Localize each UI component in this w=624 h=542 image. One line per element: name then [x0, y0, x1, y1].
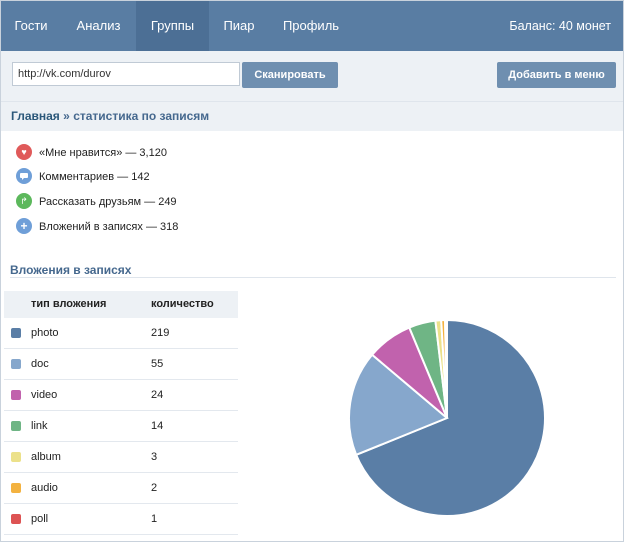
tab-profile[interactable]: Профиль	[282, 18, 340, 33]
cell-type: audio	[31, 482, 58, 494]
legend-swatch	[11, 421, 21, 431]
cell-type: poll	[31, 513, 49, 525]
column-header-count: количество	[151, 298, 214, 310]
stat-shares: ↱ Рассказать друзьям — 249	[16, 193, 177, 211]
tab-guests[interactable]: Гости	[14, 18, 48, 33]
toolbar: Сканировать Добавить в меню	[1, 51, 623, 101]
breadcrumb: Главная » статистика по записям	[11, 109, 209, 123]
divider	[10, 277, 616, 278]
stat-attachments-text: Вложений в записях — 318	[39, 221, 179, 233]
top-navigation: Гости Анализ Группы Пиар Профиль Баланс:…	[1, 1, 623, 51]
table-row: photo 219	[4, 318, 238, 349]
stat-comments-text: Комментариев — 142	[39, 171, 150, 183]
tab-pr[interactable]: Пиар	[223, 18, 255, 33]
stat-attachments: + Вложений в записях — 318	[16, 218, 178, 236]
legend-swatch	[11, 483, 21, 493]
add-to-menu-button[interactable]: Добавить в меню	[497, 62, 616, 88]
table-header: тип вложения количество	[4, 291, 238, 318]
cell-count: 14	[151, 420, 164, 432]
url-input[interactable]	[12, 62, 240, 86]
table-row: poll 1	[4, 504, 238, 535]
cell-type: photo	[31, 327, 59, 339]
pie-slice-doc	[348, 353, 449, 457]
cell-count: 1	[151, 513, 158, 525]
cell-type: doc	[31, 358, 49, 370]
attachments-pie-chart	[348, 318, 546, 517]
share-icon: ↱	[16, 193, 32, 210]
table-row: album 3	[4, 442, 238, 473]
table-row: audio 2	[4, 473, 238, 504]
legend-swatch	[11, 452, 21, 462]
scan-button[interactable]: Сканировать	[242, 62, 338, 88]
balance-label: Баланс: 40 монет	[509, 19, 611, 33]
legend-swatch	[11, 390, 21, 400]
table-row: doc 55	[4, 349, 238, 380]
tab-analysis[interactable]: Анализ	[76, 18, 121, 33]
attachments-title: Вложения в записях	[10, 263, 132, 277]
table-row: link 14	[4, 411, 238, 442]
section-header: Главная » статистика по записям	[1, 101, 623, 131]
legend-swatch	[11, 514, 21, 524]
cell-type: video	[31, 389, 58, 401]
stat-shares-text: Рассказать друзьям — 249	[39, 196, 177, 208]
stat-comments: Комментариев — 142	[16, 168, 150, 186]
cell-type: link	[31, 420, 48, 432]
stat-likes-text: «Мне нравится» — 3,120	[39, 147, 167, 159]
cell-type: album	[31, 451, 61, 463]
cell-count: 219	[151, 327, 170, 339]
comment-icon	[16, 168, 32, 185]
pie-slice-photo	[354, 318, 546, 517]
heart-icon: ♥	[16, 144, 32, 161]
cell-count: 3	[151, 451, 158, 463]
column-header-type: тип вложения	[31, 298, 107, 310]
plus-icon: +	[16, 218, 32, 235]
cell-count: 55	[151, 358, 164, 370]
breadcrumb-current: статистика по записям	[73, 109, 210, 123]
breadcrumb-home-link[interactable]: Главная	[11, 109, 60, 123]
table-row: video 24	[4, 380, 238, 411]
legend-swatch	[11, 359, 21, 369]
legend-swatch	[11, 328, 21, 338]
cell-count: 2	[151, 482, 158, 494]
stat-likes: ♥ «Мне нравится» — 3,120	[16, 144, 167, 162]
cell-count: 24	[151, 389, 164, 401]
pie-slice-poll	[444, 318, 448, 419]
breadcrumb-separator: »	[63, 109, 70, 123]
attachments-table: тип вложения количество photo 219 doc 55 vid…	[4, 291, 238, 535]
tab-groups[interactable]: Группы	[136, 1, 209, 51]
